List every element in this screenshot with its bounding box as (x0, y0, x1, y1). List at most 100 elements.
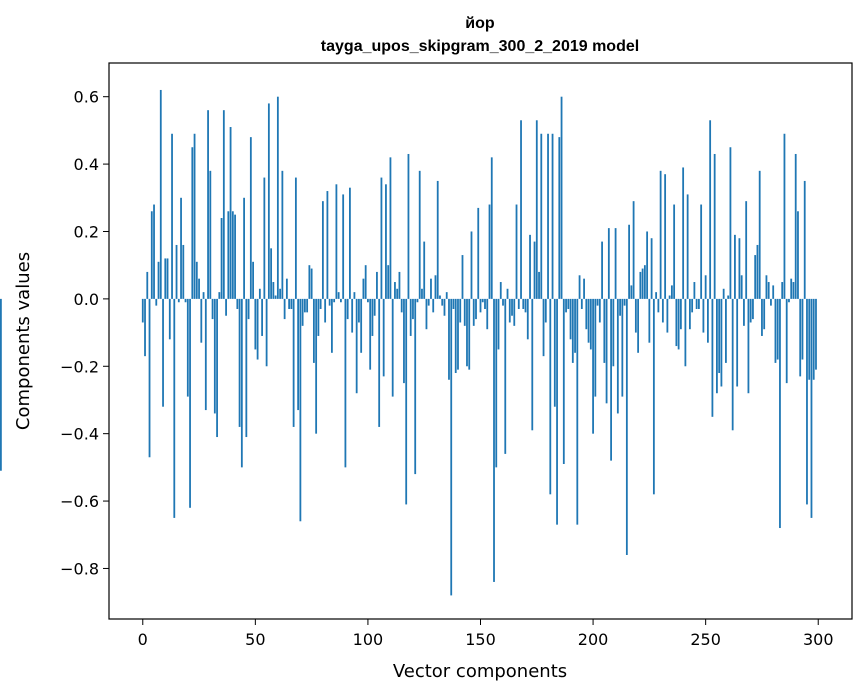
bar-230 (659, 170, 662, 299)
bar-288 (790, 278, 793, 299)
bar-215 (625, 298, 628, 555)
bar-124 (421, 288, 423, 299)
bar-154 (488, 204, 491, 299)
bar-293 (801, 298, 804, 360)
bar-38 (227, 211, 230, 299)
bar-235 (670, 285, 673, 299)
bar-150 (479, 298, 482, 313)
bar-146 (470, 231, 473, 299)
bar-111 (391, 298, 394, 397)
bar-126 (425, 298, 428, 330)
bar-248 (700, 204, 703, 299)
bar-295 (806, 298, 808, 505)
y-tick-label: 0.2 (74, 222, 99, 241)
bar-243 (688, 298, 691, 330)
bar-122 (416, 298, 419, 303)
bar-107 (382, 298, 385, 377)
bar-140 (457, 298, 459, 370)
y-tick-label: 0.0 (74, 290, 99, 309)
bar-113 (396, 288, 399, 299)
bar-290 (794, 153, 797, 299)
bar-246 (695, 298, 698, 309)
bar-undefined (0, 298, 2, 471)
bar-138 (452, 298, 455, 309)
bar-268 (745, 201, 748, 299)
bar-25 (198, 278, 200, 299)
bar-21 (189, 298, 191, 508)
bar-192 (574, 298, 576, 353)
bar-56 (267, 103, 270, 299)
bar-4 (150, 211, 153, 299)
bar-156 (493, 298, 495, 582)
bar-98 (362, 278, 365, 299)
bar-145 (468, 298, 471, 370)
bar-93 (351, 298, 354, 333)
bar-24 (195, 261, 198, 299)
bar-116 (403, 298, 405, 384)
bar-291 (797, 211, 799, 299)
bar-18 (182, 244, 185, 299)
bar-278 (767, 282, 770, 299)
bar-158 (497, 298, 500, 350)
bar-142 (461, 255, 464, 299)
plot-frame (108, 62, 853, 620)
bar-289 (792, 282, 795, 299)
bar-57 (270, 248, 273, 299)
bar-27 (202, 292, 205, 299)
bar-259 (725, 298, 727, 363)
bar-239 (679, 298, 682, 330)
bar-101 (369, 298, 372, 370)
bar-164 (511, 298, 513, 316)
bar-211 (616, 298, 619, 414)
bar-55 (265, 298, 268, 367)
bars-group (0, 89, 817, 596)
y-tick-label: −0.8 (60, 559, 99, 578)
bar-238 (677, 298, 680, 350)
bar-26 (200, 298, 203, 343)
bar-49 (252, 261, 254, 299)
bar-91 (346, 298, 349, 320)
bar-30 (209, 170, 212, 299)
bar-95 (355, 298, 358, 394)
bar-264 (736, 298, 739, 387)
bar-162 (506, 288, 509, 299)
bar-43 (238, 298, 241, 427)
bar-123 (418, 170, 421, 299)
bar-47 (247, 298, 250, 320)
bar-209 (612, 298, 615, 367)
bar-33 (216, 298, 218, 438)
x-tick-label: 100 (353, 630, 384, 649)
bar-50 (254, 298, 257, 350)
bar-0 (141, 298, 144, 323)
bar-237 (675, 298, 678, 347)
bar-41 (234, 214, 236, 299)
bar-223 (643, 265, 646, 299)
bar-120 (412, 298, 414, 320)
bar-130 (434, 275, 437, 299)
bar-194 (578, 275, 581, 299)
bar-221 (639, 271, 642, 299)
bar-5 (153, 204, 155, 299)
bar-44 (240, 298, 243, 468)
bar-229 (657, 298, 660, 313)
bar-31 (211, 298, 214, 320)
bar-281 (774, 298, 777, 363)
bar-297 (810, 298, 813, 518)
bar-81 (324, 298, 327, 323)
bar-15 (175, 244, 178, 299)
bar-201 (594, 298, 597, 397)
bar-177 (540, 133, 543, 299)
bar-109 (387, 265, 390, 299)
bar-175 (535, 120, 538, 299)
x-tick-label: 50 (245, 630, 265, 649)
bar-176 (538, 271, 540, 299)
bar-241 (684, 298, 687, 367)
bar-280 (772, 285, 775, 299)
bar-148 (475, 298, 477, 320)
bar-39 (229, 127, 232, 299)
bar-285 (783, 133, 786, 299)
bar-220 (637, 298, 640, 353)
bar-292 (799, 298, 802, 377)
bar-245 (693, 282, 696, 299)
bar-96 (358, 298, 360, 323)
